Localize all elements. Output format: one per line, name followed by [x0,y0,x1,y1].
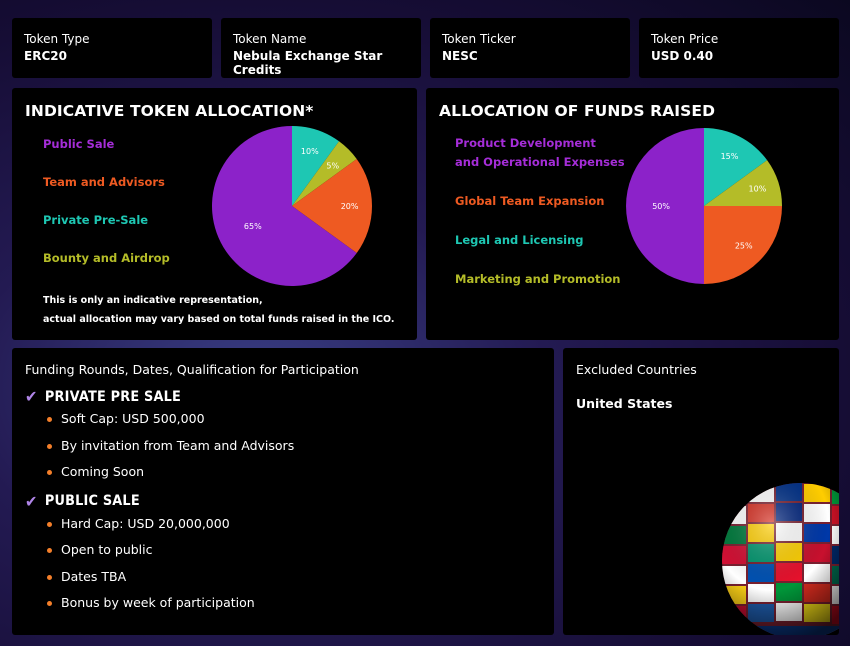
token-type-card: Token Type ERC20 [12,18,212,78]
check-icon: ✔ [25,491,38,511]
legend-public-sale: Public Sale [43,137,115,151]
list-item: Bonus by week of participation [47,590,541,617]
list-item: Dates TBA [47,564,541,591]
round-private-pre-sale-title: ✔ PRIVATE PRE SALE [25,387,500,406]
legend-global-team-expansion: Global Team Expansion [455,194,605,208]
private-pre-sale-list: Soft Cap: USD 500,000 By invitation from… [47,406,541,486]
flag-globe-icon [722,483,839,635]
allocation-note-line1: This is only an indicative representatio… [43,295,263,306]
pie-slice-marketing-and-promotion [704,160,782,206]
funds-allocation-panel: ALLOCATION OF FUNDS RAISED Product Devel… [426,88,839,340]
token-name-card: Token Name Nebula Exchange Star Credits [221,18,421,78]
pie-slice-label: 10% [301,147,319,156]
pie-slice-label: 5% [326,161,339,170]
legend-legal-licensing: Legal and Licensing [455,233,584,247]
token-type-label: Token Type [24,32,90,46]
public-sale-list: Hard Cap: USD 20,000,000 Open to public … [47,511,541,617]
pie-slice-label: 15% [721,152,739,161]
funds-allocation-pie-chart: 15% 10% 25% 50% [626,128,782,284]
legend-private-pre-sale: Private Pre-Sale [43,213,149,227]
round-title-text: PUBLIC SALE [44,493,140,509]
list-item: Hard Cap: USD 20,000,000 [47,511,541,538]
funding-rounds-title: Funding Rounds, Dates, Qualification for… [25,362,359,377]
pie-slice-public-sale [212,126,357,286]
allocation-note-line2: actual allocation may vary based on tota… [43,314,395,325]
round-public-sale-title: ✔ PUBLIC SALE [25,492,500,511]
allocation-note: This is only an indicative representatio… [43,291,394,329]
pie-slice-product-development-and-operational-expenses [626,128,704,284]
pie-slice-global-team-expansion [704,206,782,284]
list-item: Open to public [47,537,541,564]
token-ticker-label: Token Ticker [442,32,516,46]
funding-rounds-panel: Funding Rounds, Dates, Qualification for… [12,348,554,635]
legend-team-advisors: Team and Advisors [43,175,165,189]
token-allocation-panel: INDICATIVE TOKEN ALLOCATION* Public Sale… [12,88,417,340]
token-ticker-card: Token Ticker NESC [430,18,630,78]
list-item: Soft Cap: USD 500,000 [47,406,541,433]
token-allocation-title: INDICATIVE TOKEN ALLOCATION* [25,102,314,120]
pie-slice-team-and-advisors [292,158,372,254]
pie-slice-label: 25% [735,242,753,251]
pie-slice-label: 50% [652,202,670,211]
legend-product-development: Product Development [455,136,596,150]
legend-operational-expenses: and Operational Expenses [455,155,625,169]
excluded-countries-title: Excluded Countries [576,362,697,377]
token-price-value: USD 0.40 [651,49,714,63]
token-type-value: ERC20 [24,49,67,63]
token-price-card: Token Price USD 0.40 [639,18,839,78]
legend-marketing-promotion: Marketing and Promotion [455,272,621,286]
list-item: Coming Soon [47,459,541,486]
legend-bounty-airdrop: Bounty and Airdrop [43,251,170,265]
round-title-text: PRIVATE PRE SALE [44,388,181,405]
list-item: By invitation from Team and Advisors [47,433,541,460]
check-icon: ✔ [25,387,38,406]
pie-slice-label: 65% [244,222,262,231]
token-allocation-pie-chart: 10% 5% 20% 65% [212,126,372,286]
token-name-value: Nebula Exchange Star Credits [233,49,383,77]
funds-allocation-title: ALLOCATION OF FUNDS RAISED [439,102,716,120]
pie-slice-legal-and-licensing [704,128,768,206]
pie-slice-bounty-and-airdrop [292,141,357,206]
pie-slice-private-pre-sale [292,126,340,206]
pie-slice-label: 10% [749,185,767,194]
token-name-label: Token Name [233,32,307,46]
pie-slice-label: 20% [341,202,359,211]
excluded-countries-panel: Excluded Countries United States [563,348,839,635]
token-price-label: Token Price [651,32,719,46]
token-ticker-value: NESC [442,49,478,63]
excluded-country-name: United States [576,396,673,411]
